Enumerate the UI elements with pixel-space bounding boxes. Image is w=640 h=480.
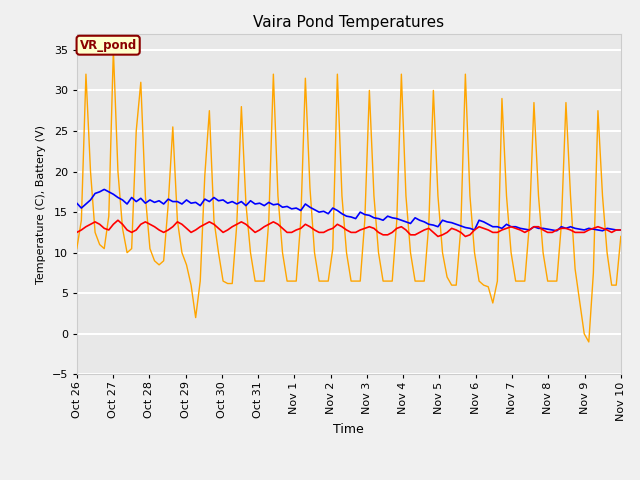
Water_temp	[608, 226, 616, 232]
Water_temp	[100, 187, 108, 192]
Text: VR_pond: VR_pond	[79, 39, 137, 52]
Water_temp	[224, 200, 232, 206]
Line: BattV_pond: BattV_pond	[77, 220, 621, 237]
BattV_pond	[192, 227, 200, 233]
BattV_pond	[608, 229, 616, 235]
PanelT_pond	[109, 47, 117, 53]
Water_temp	[452, 221, 460, 227]
Y-axis label: Temperature (C), Battery (V): Temperature (C), Battery (V)	[36, 124, 46, 284]
PanelT_pond	[380, 278, 387, 284]
PanelT_pond	[452, 282, 460, 288]
Water_temp	[380, 217, 387, 223]
BattV_pond	[617, 227, 625, 233]
Water_temp	[553, 228, 561, 234]
BattV_pond	[457, 229, 465, 235]
BattV_pond	[512, 226, 520, 231]
BattV_pond	[434, 234, 442, 240]
PanelT_pond	[192, 315, 200, 321]
PanelT_pond	[508, 250, 515, 255]
Line: Water_temp: Water_temp	[77, 190, 621, 231]
Water_temp	[192, 200, 200, 205]
PanelT_pond	[585, 339, 593, 345]
BattV_pond	[224, 227, 232, 233]
X-axis label: Time: Time	[333, 423, 364, 436]
PanelT_pond	[224, 281, 232, 287]
Line: PanelT_pond: PanelT_pond	[77, 50, 621, 342]
PanelT_pond	[73, 246, 81, 252]
BattV_pond	[73, 229, 81, 235]
Water_temp	[617, 227, 625, 233]
BattV_pond	[114, 217, 122, 223]
PanelT_pond	[608, 282, 616, 288]
BattV_pond	[380, 232, 387, 238]
PanelT_pond	[617, 234, 625, 240]
Title: Vaira Pond Temperatures: Vaira Pond Temperatures	[253, 15, 444, 30]
Water_temp	[73, 200, 81, 206]
Water_temp	[508, 224, 515, 229]
